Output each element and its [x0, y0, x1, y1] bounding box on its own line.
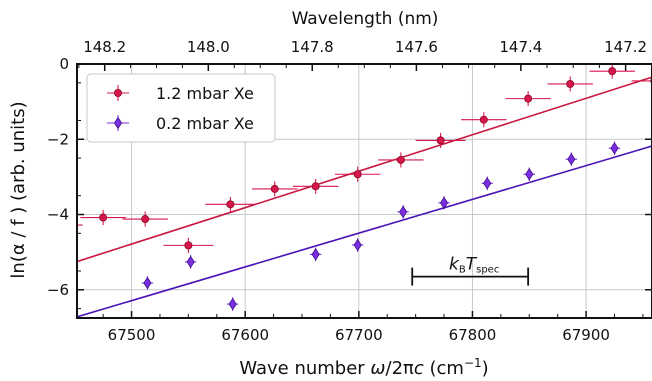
data-point: [438, 196, 450, 210]
circle-marker: [311, 182, 320, 191]
kbt-annotation: kBTspec: [411, 255, 530, 286]
data-point: [184, 255, 197, 269]
circle-marker: [353, 170, 362, 179]
legend-diamond-marker: [113, 116, 123, 130]
diamond-marker: [228, 297, 237, 311]
data-point: [352, 238, 364, 252]
x-tick-label: 67500: [108, 326, 156, 344]
legend-circle-marker: [114, 89, 123, 98]
data-point: [80, 210, 126, 226]
top-tick-label: 148.2: [83, 38, 126, 56]
y-tick-label: −6: [47, 281, 69, 299]
x-tick-label: 67700: [335, 326, 383, 344]
data-point: [397, 205, 409, 219]
circle-marker: [396, 155, 405, 164]
diamond-marker: [567, 152, 576, 166]
top-tick-label: 148.0: [187, 38, 230, 56]
top-axis-ticks: 148.2 148.0 147.8 147.6 147.4 147.2: [78, 38, 647, 71]
data-point: [122, 211, 168, 227]
data-point: [309, 247, 322, 262]
diamond-marker: [399, 205, 408, 219]
diamond-marker: [311, 248, 320, 261]
diamond-marker: [610, 142, 619, 155]
data-point: [334, 166, 381, 182]
circle-marker: [226, 200, 235, 209]
data-point: [631, 77, 652, 85]
y-tick-label: −4: [47, 206, 69, 224]
circle-marker: [141, 215, 150, 224]
legend: 1.2 mbar Xe 0.2 mbar Xe: [86, 73, 276, 143]
circle-marker: [524, 94, 533, 103]
data-point: [547, 76, 593, 92]
diamond-marker: [439, 196, 449, 210]
x-axis-label: Wave number ω/2πc (cm−1): [239, 356, 488, 379]
data-point: [461, 112, 507, 128]
data-point: [163, 237, 214, 253]
legend-entry: 1.2 mbar Xe: [107, 84, 254, 103]
axis-ticks: [77, 63, 652, 318]
diamond-marker: [143, 276, 152, 290]
circle-marker: [436, 136, 445, 145]
legend-entry: 0.2 mbar Xe: [107, 114, 254, 133]
annotation-label: kBTspec: [449, 255, 499, 276]
legend-label: 0.2 mbar Xe: [156, 114, 254, 133]
x-tick-labels: 67500 67600 67700 67800 67900: [108, 326, 610, 344]
top-tick-label: 147.6: [395, 38, 438, 56]
top-tick-label: 147.2: [604, 38, 647, 56]
legend-label: 1.2 mbar Xe: [156, 84, 254, 103]
circle-marker: [566, 79, 575, 88]
circle-marker: [608, 67, 617, 76]
data-point: [205, 196, 256, 212]
diamond-marker: [186, 255, 195, 269]
data-point: [415, 132, 466, 148]
fit-lines: [77, 76, 652, 318]
data-point: [227, 297, 239, 311]
data-point: [292, 178, 339, 194]
plot-frame: [76, 63, 652, 319]
y-axis-label: ln(α / f ) (arb. units): [8, 101, 29, 278]
data-point: [141, 276, 154, 290]
diamond-marker: [353, 238, 362, 252]
circle-marker: [270, 184, 279, 193]
x-tick-label: 67900: [562, 326, 610, 344]
fit-line: [77, 145, 652, 318]
circle-marker: [184, 241, 193, 250]
data-point: [252, 181, 298, 197]
diamond-marker: [525, 168, 534, 181]
circle-marker: [99, 213, 108, 222]
data-points: [77, 64, 652, 311]
data-point: [608, 141, 621, 156]
top-tick-label: 147.4: [499, 38, 542, 56]
data-point: [523, 167, 535, 182]
x-tick-label: 67600: [221, 326, 269, 344]
top-axis-label: Wavelength (nm): [292, 9, 439, 29]
data-point: [565, 152, 577, 166]
data-point: [481, 176, 493, 191]
diamond-marker: [483, 177, 492, 190]
data-point: [505, 91, 551, 107]
y-tick-label: 0: [59, 55, 69, 73]
circle-marker: [479, 115, 488, 124]
y-tick-labels: 0 −2 −4 −6: [47, 55, 69, 299]
fit-line: [77, 76, 652, 263]
data-point: [589, 64, 635, 79]
data-point: [378, 152, 424, 168]
top-tick-label: 147.8: [291, 38, 334, 56]
x-tick-label: 67800: [449, 326, 497, 344]
legend-box: [86, 73, 276, 143]
y-tick-label: −2: [47, 130, 69, 148]
